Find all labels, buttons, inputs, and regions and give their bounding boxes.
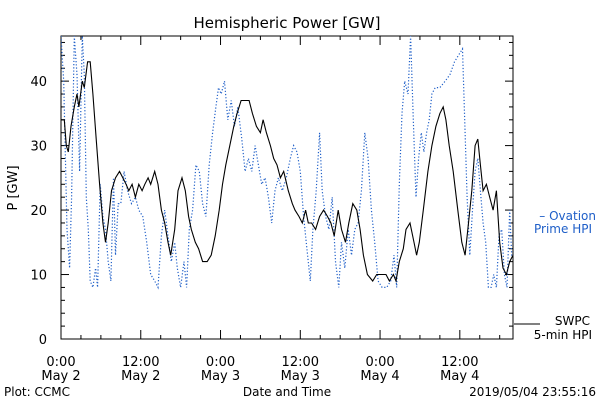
x-tick-label-date-0: May 2	[41, 369, 80, 384]
x-tick-label-date-2: May 3	[201, 369, 240, 384]
plot-credit: Plot: CCMC	[4, 385, 70, 399]
y-tick-label-0: 0	[39, 333, 47, 348]
x-tick-label-date-4: May 4	[360, 369, 399, 384]
x-tick-label-time-3: 12:00	[282, 355, 319, 370]
plot-area	[61, 36, 513, 290]
timestamp: 2019/05/04 23:55:16	[469, 385, 596, 399]
series-ovation-prime-hpi	[61, 36, 513, 290]
legend-ovation-line1: – Ovation	[539, 209, 596, 223]
series-swpc-5min-hpi	[61, 61, 513, 284]
y-tick-label-20: 20	[30, 204, 47, 219]
x-axis-label: Date and Time	[243, 385, 331, 399]
y-tick-label-30: 30	[30, 140, 47, 155]
y-tick-label-10: 10	[30, 269, 47, 284]
x-tick-label-date-3: May 3	[281, 369, 320, 384]
chart-title: Hemispheric Power [GW]	[194, 14, 381, 32]
legend: – Ovation Prime HPI SWPC 5-min HPI	[514, 209, 596, 342]
legend-ovation-line2: Prime HPI	[534, 222, 592, 236]
plot-frame	[60, 35, 514, 340]
y-axis: 0 10 20 30 40	[30, 41, 513, 348]
x-tick-label-time-0: 0:00	[46, 355, 75, 370]
y-axis-label: P [GW]	[6, 165, 21, 210]
x-tick-label-date-5: May 4	[440, 369, 479, 384]
x-tick-label-time-2: 0:00	[206, 355, 235, 370]
x-tick-label-time-5: 12:00	[441, 355, 478, 370]
x-tick-label-time-4: 0:00	[365, 355, 394, 370]
y-tick-label-40: 40	[30, 75, 47, 90]
legend-swpc-line2: 5-min HPI	[534, 328, 592, 342]
legend-swpc-line1: SWPC	[555, 314, 590, 328]
x-tick-label-date-1: May 2	[121, 369, 160, 384]
x-tick-label-time-1: 12:00	[122, 355, 159, 370]
